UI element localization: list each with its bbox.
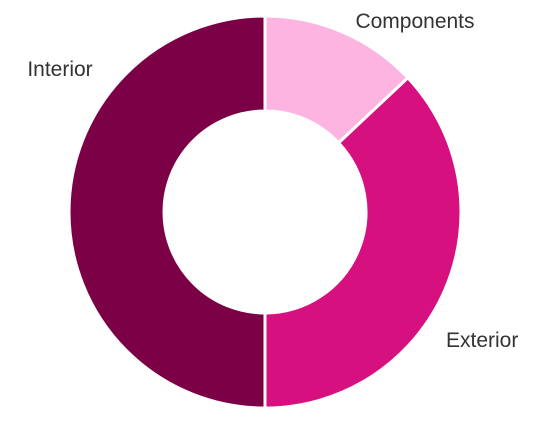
slice-exterior[interactable]: [263, 75, 463, 410]
slice-label-components: Components: [355, 10, 474, 33]
slice-label-interior: Interior: [27, 58, 92, 81]
slice-label-exterior: Exterior: [446, 329, 518, 352]
slices-group: [67, 14, 463, 410]
labels-group: Components Exterior Interior: [27, 10, 518, 352]
slice-interior[interactable]: [67, 14, 267, 410]
